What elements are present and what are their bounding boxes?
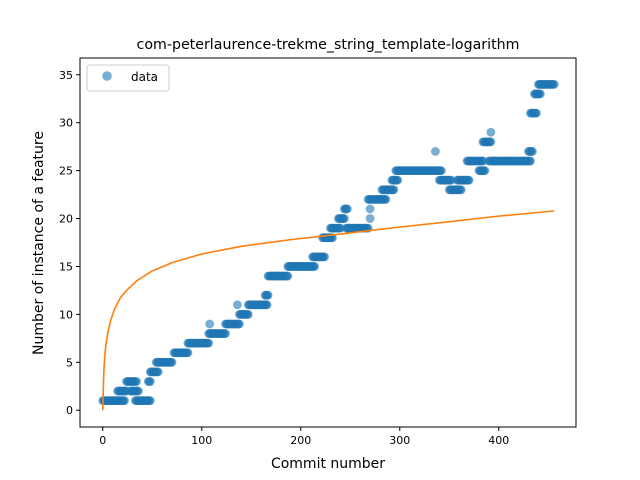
data-point	[145, 396, 155, 406]
data-point	[120, 396, 129, 406]
legend-label-data: data	[131, 70, 158, 84]
plot-frame	[79, 57, 577, 428]
legend-marker-data	[102, 71, 112, 81]
data-point	[283, 271, 293, 281]
data-point	[134, 386, 143, 396]
data-point	[132, 377, 141, 386]
x-tick-label: 300	[389, 434, 410, 447]
data-point	[393, 175, 403, 185]
data-point	[342, 204, 352, 214]
data-point	[436, 166, 446, 176]
data-point	[262, 300, 272, 310]
data-point	[480, 166, 490, 176]
fit-curve	[101, 210, 555, 411]
data-point	[145, 377, 155, 386]
y-tick-label: 0	[66, 404, 73, 417]
data-point	[234, 319, 244, 329]
data-point	[389, 185, 399, 195]
x-axis-label: Commit number	[271, 456, 385, 472]
data-point	[243, 309, 253, 319]
data-point	[456, 185, 466, 195]
x-tick-label: 0	[99, 434, 106, 447]
data-point	[532, 108, 541, 118]
y-tick-label: 25	[59, 165, 73, 178]
data-point	[549, 79, 559, 89]
chart-title: com-peterlaurence-trekme_string_template…	[137, 37, 520, 53]
data-point	[339, 214, 349, 223]
y-tick-label: 35	[59, 69, 73, 82]
y-axis-ticks: 0 5 10 15 20 25 30 35	[59, 69, 80, 417]
data-point	[320, 252, 329, 262]
x-axis-ticks: 0 100 200 300 400	[99, 427, 509, 447]
data-point	[233, 300, 242, 310]
y-tick-label: 10	[59, 308, 73, 321]
data-point	[526, 156, 535, 166]
data-point	[381, 194, 391, 204]
data-point	[464, 175, 474, 185]
data-point	[365, 204, 375, 214]
data-point	[153, 367, 163, 377]
y-tick-label: 5	[66, 356, 73, 369]
y-tick-label: 15	[59, 260, 73, 273]
data-point	[204, 338, 214, 348]
data-point	[486, 127, 496, 137]
fit-curve-line	[101, 210, 555, 411]
x-tick-label: 400	[488, 434, 509, 447]
y-tick-label: 20	[59, 213, 73, 226]
legend: data	[86, 64, 170, 92]
y-tick-label: 30	[59, 117, 73, 130]
data-point	[263, 290, 273, 300]
data-point	[431, 147, 440, 156]
data-points	[98, 79, 559, 406]
data-point	[205, 319, 215, 329]
data-point	[489, 156, 499, 166]
data-point	[528, 147, 537, 156]
y-axis-label: Number of instance of a feature	[31, 131, 47, 355]
data-point	[365, 214, 375, 223]
data-point	[221, 329, 230, 338]
x-tick-label: 100	[191, 434, 212, 447]
data-point	[535, 89, 545, 99]
data-point	[183, 348, 193, 358]
data-point	[486, 137, 496, 147]
x-tick-label: 200	[290, 434, 311, 447]
data-point	[310, 262, 320, 271]
data-point	[167, 357, 177, 367]
